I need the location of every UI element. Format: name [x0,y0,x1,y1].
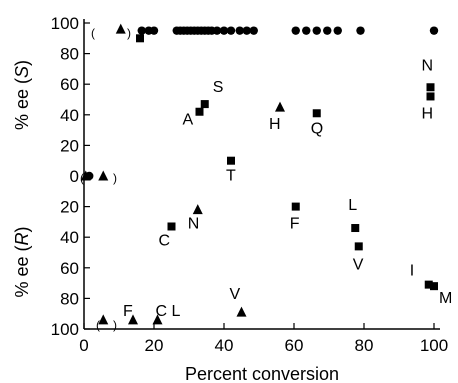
square-point [167,222,176,231]
point-label: C [159,232,171,249]
point-label: V [230,286,241,303]
point-label: L [348,197,357,214]
y-axis-title-top-letter: S [12,66,32,78]
y-tick-label: 60 [60,259,79,278]
y-tick-label: 20 [60,136,79,155]
triangle-point [80,170,91,181]
y-tick-label: 40 [60,228,79,247]
circle-point [291,26,300,35]
point-label: N [422,57,434,74]
triangle-point [236,306,247,317]
triangle-point [115,23,126,34]
paren-open-mid: ( [80,171,84,185]
y-axis-title-bottom: % ee (R) [12,226,32,297]
paren-close-mid: ) [113,171,117,185]
circle-point [212,26,222,35]
y-axis-title-bottom-letter: R [12,232,32,245]
circle-point [226,26,236,35]
point-labels-layer: A S T Q N H C F L V I M H N F C L V [123,57,452,320]
point-label: A [183,112,194,129]
y-tick-label: 100 [51,320,79,339]
x-tick-label: 60 [285,336,304,355]
point-label: M [439,290,452,307]
square-point [354,242,363,251]
square-point [426,83,435,92]
square-point [430,282,438,291]
point-label: N [188,216,200,233]
point-label: V [353,256,364,273]
circle-point [312,26,321,35]
triangle-point [275,101,285,112]
x-tick-label: 20 [145,336,164,355]
point-label: C L [156,303,181,320]
y-axis-title-bottom-suffix: ) [12,226,32,232]
x-axis-title: Percent conversion [185,364,339,383]
y-tick-label: 80 [60,289,79,308]
square-point [195,107,204,116]
square-point [136,34,144,43]
y-axis-title-top: % ee (S) [12,60,32,130]
circle-point [333,26,342,35]
x-tick-label: 100 [420,336,448,355]
circle-point [356,26,365,35]
point-label: F [123,303,133,320]
circle-point [149,26,159,35]
triangle-point [152,314,163,325]
square-point [424,280,433,289]
data-marks-layer [80,23,439,325]
point-label: H [269,116,281,133]
circle-point [219,26,229,35]
y-tick-label: 20 [60,198,79,217]
point-label: T [226,168,236,185]
axes-layer [83,19,440,330]
triangle-point [192,204,203,215]
square-point [312,109,321,118]
circle-point [235,26,244,35]
point-label: Q [311,120,323,137]
point-label: S [213,79,224,96]
y-tick-label: 100 [51,14,79,33]
circle-point [137,26,146,35]
circle-point [323,26,332,35]
y-tick-label: 0 [70,167,79,186]
y-tick-label: 60 [60,75,79,94]
paren-open-top: ( [91,26,95,40]
paren-open-bottom: ( [96,318,100,332]
x-tick-label: 40 [215,336,234,355]
paren-close-top: ) [127,26,131,40]
square-point [200,100,209,109]
triangle-point [98,314,109,325]
square-point [291,202,300,211]
y-axis-title-top-prefix: % ee ( [12,78,32,130]
circle-point [249,26,258,35]
point-label: H [422,105,434,122]
triangle-point [128,314,138,325]
y-tick-label: 80 [60,45,79,64]
paren-close-bottom: ) [113,318,117,332]
point-label: F [290,216,300,233]
x-tick-label: 0 [79,336,88,355]
square-point [227,156,235,165]
circle-point [242,26,251,35]
y-tick-label: 40 [60,106,79,125]
x-tick-label: 80 [355,336,374,355]
circle-point [429,26,439,35]
y-axis-title-bottom-prefix: % ee ( [12,245,32,297]
point-label: I [410,263,414,280]
triangle-point [98,170,109,181]
square-point [426,92,435,101]
circle-point [302,26,311,35]
square-point [351,224,360,233]
y-axis-title-top-suffix: ) [12,60,32,66]
